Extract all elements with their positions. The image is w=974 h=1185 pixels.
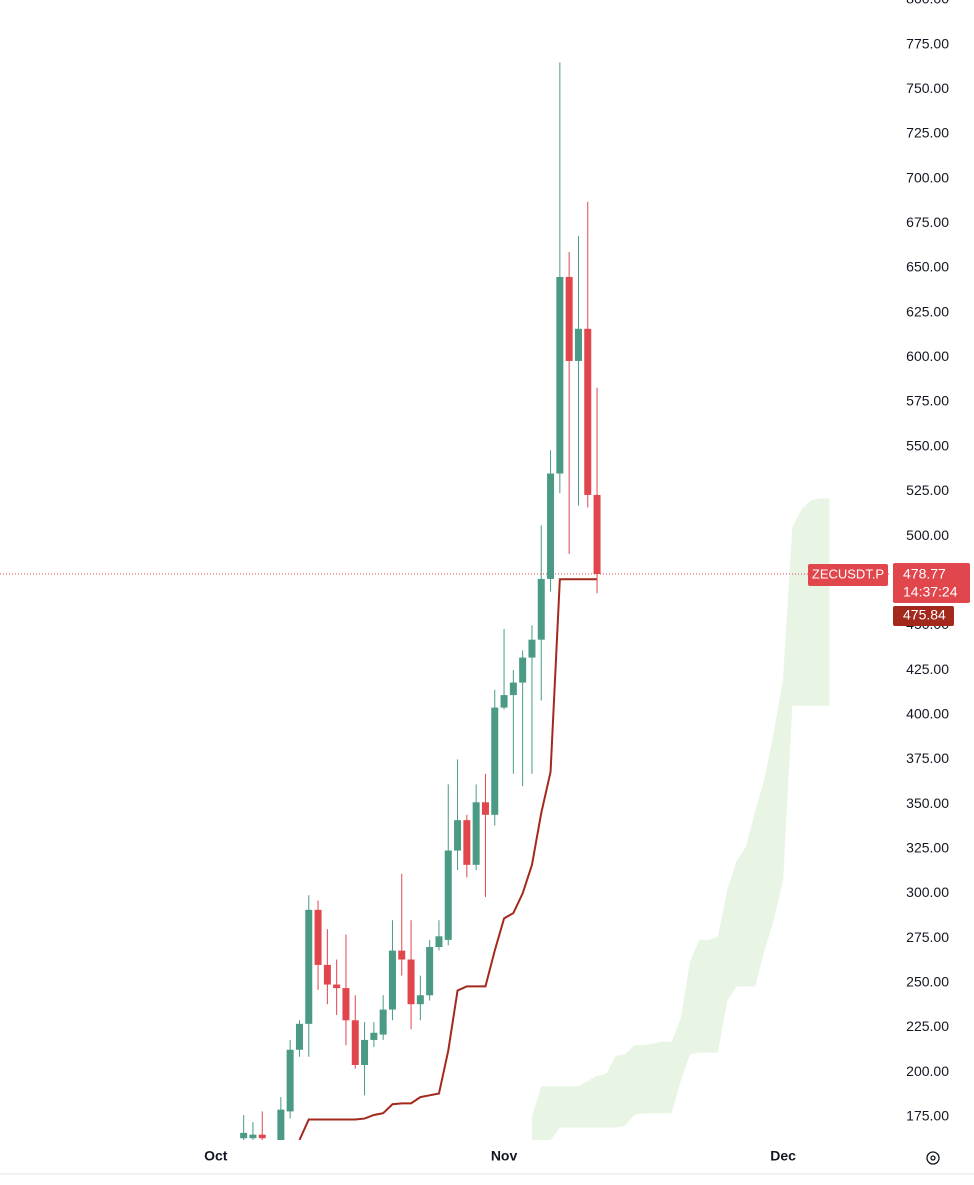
y-tick-label: 200.00 xyxy=(906,1063,949,1079)
y-tick-label: 525.00 xyxy=(906,482,949,498)
candle-body xyxy=(519,657,527,683)
line-tag xyxy=(893,605,954,626)
y-tick-label: 700.00 xyxy=(906,169,949,185)
candle-body xyxy=(361,1039,369,1065)
y-tick-label: 625.00 xyxy=(906,303,949,319)
price-tag-value: 478.77 xyxy=(903,566,946,582)
candle-body xyxy=(556,276,564,474)
candle-body xyxy=(398,950,406,960)
candle-body xyxy=(342,988,350,1021)
candle-body xyxy=(454,820,462,851)
y-tick-label: 400.00 xyxy=(906,705,949,721)
y-tick-label: 300.00 xyxy=(906,884,949,900)
candle-body xyxy=(528,639,536,658)
y-tick-label: 575.00 xyxy=(906,393,949,409)
y-tick-label: 775.00 xyxy=(906,35,949,51)
candle-body xyxy=(323,964,331,985)
candle-body xyxy=(258,1134,266,1139)
candle-body xyxy=(286,1049,294,1112)
y-tick-label: 250.00 xyxy=(906,973,949,989)
price-tag-countdown: 14:37:24 xyxy=(903,584,958,600)
candle-body xyxy=(277,1109,285,1140)
y-tick-label: 500.00 xyxy=(906,527,949,543)
candle-body xyxy=(537,578,545,640)
settings-icon[interactable] xyxy=(926,1151,940,1165)
candle-body xyxy=(491,707,499,815)
y-tick-label: 275.00 xyxy=(906,929,949,945)
candle-body xyxy=(388,950,396,1010)
x-tick-label: Nov xyxy=(491,1148,518,1164)
candle-body xyxy=(444,850,452,940)
indicator-line xyxy=(298,578,598,1140)
candle-body xyxy=(240,1132,248,1139)
candle-body xyxy=(295,1023,303,1050)
candle-body xyxy=(314,909,322,965)
plot-area xyxy=(0,62,890,1140)
candle-body xyxy=(584,328,592,495)
candle-body xyxy=(305,909,313,1024)
candle-body xyxy=(593,494,601,574)
y-tick-label: 650.00 xyxy=(906,259,949,275)
symbol-tag xyxy=(808,563,888,586)
candle-body xyxy=(472,802,480,865)
candle-body xyxy=(574,328,582,361)
candle-body xyxy=(481,802,489,815)
candle-body xyxy=(463,820,471,865)
price-tag xyxy=(893,562,970,603)
line-tag-value: 475.84 xyxy=(903,607,946,623)
y-tick-label: 675.00 xyxy=(906,214,949,230)
y-tick-label: 350.00 xyxy=(906,795,949,811)
candle-body xyxy=(333,984,341,989)
cloud-area xyxy=(531,498,830,1140)
x-tick-label: Oct xyxy=(204,1148,228,1164)
candle-body xyxy=(500,695,508,708)
candle-body xyxy=(416,995,424,1005)
y-tick-label: 425.00 xyxy=(906,661,949,677)
y-tick-label: 225.00 xyxy=(906,1018,949,1034)
y-tick-label: 325.00 xyxy=(906,839,949,855)
candle-body xyxy=(435,936,443,948)
symbol-tag-label: ZECUSDT.P xyxy=(812,566,884,581)
candle-body xyxy=(370,1032,378,1040)
x-tick-label: Dec xyxy=(770,1148,796,1164)
candle-body xyxy=(426,947,434,996)
y-tick-label: 750.00 xyxy=(906,80,949,96)
candle-body xyxy=(547,473,555,579)
candle-body xyxy=(249,1134,257,1139)
candle-body xyxy=(407,959,415,1005)
candle-body xyxy=(351,1020,359,1065)
candle-body xyxy=(565,276,573,361)
y-tick-label: 550.00 xyxy=(906,437,949,453)
y-tick-label: 600.00 xyxy=(906,348,949,364)
y-tick-label: 175.00 xyxy=(906,1107,949,1123)
y-tick-label: 800.00 xyxy=(906,0,949,7)
candle-body xyxy=(379,1009,387,1035)
y-tick-label: 375.00 xyxy=(906,750,949,766)
candle-body xyxy=(509,682,517,696)
y-tick-label: 725.00 xyxy=(906,125,949,141)
